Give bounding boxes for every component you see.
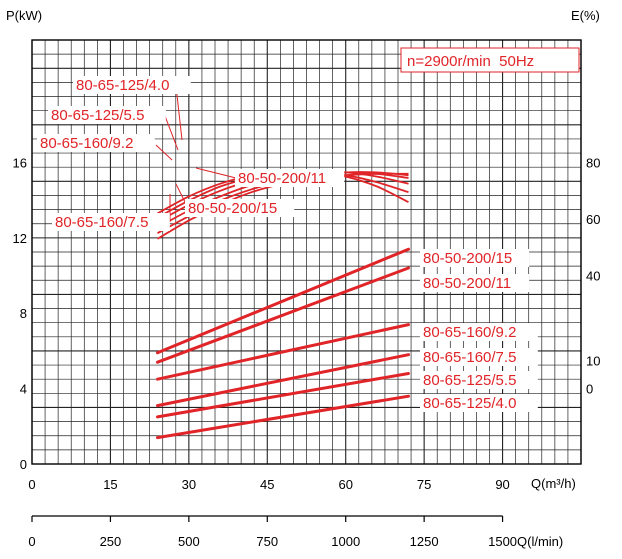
axes: 0 15 30 45 60 75 90 0 4 8 12 16 0 10 40 60 80 0 250 500 750 1… — [13, 155, 601, 549]
y-right-tick-label: 10 — [586, 353, 600, 368]
power-curve — [156, 394, 410, 440]
y-right-tick-label: 60 — [586, 212, 600, 227]
x2-axis-label: Q(l/min) — [517, 534, 563, 549]
curve-label-bg — [185, 199, 295, 217]
y-left-axis-label: P(kW) — [6, 8, 42, 23]
speed-frequency-annotation: n=2900r/min 50Hz — [407, 53, 534, 70]
power-curve — [156, 353, 410, 408]
curve-label-bg — [48, 106, 166, 124]
x2-tick-label: 0 — [28, 534, 35, 549]
x-tick-label: 60 — [338, 477, 352, 492]
curve-label-bg — [420, 274, 530, 292]
power-curve-label: 80-65-160/9.2 — [423, 324, 516, 341]
curve-label-bg — [73, 76, 191, 94]
annotation-box — [400, 47, 580, 73]
power-curve-label: 80-50-200/15 — [423, 250, 512, 267]
y-right-tick-label: 80 — [586, 155, 600, 170]
x2-tick-label: 1500 — [488, 534, 517, 549]
efficiency-curve-label: 80-50-200/15 — [188, 200, 277, 217]
x2-tick-label: 750 — [256, 534, 278, 549]
power-curve — [156, 323, 410, 381]
callout-leader — [195, 167, 237, 179]
power-curve — [156, 266, 410, 364]
curve-label-bg — [420, 394, 538, 412]
efficiency-curve-label: 80-65-160/7.5 — [55, 214, 148, 231]
x-tick-label: 0 — [28, 477, 35, 492]
curve-label-bg — [420, 249, 530, 267]
y-left-tick-label: 4 — [20, 382, 27, 397]
y-left-tick-label: 0 — [20, 457, 27, 472]
callout-leader — [164, 115, 179, 151]
y-left-tick-label: 16 — [13, 155, 27, 170]
curve-label-bg — [420, 348, 538, 366]
efficiency-curve-label: 80-65-125/4.0 — [76, 77, 169, 94]
callout-leader — [155, 144, 173, 161]
power-curve-label: 80-65-160/7.5 — [423, 349, 516, 366]
y-left-tick-label: 12 — [13, 231, 27, 246]
y-left-tick-label: 8 — [20, 306, 27, 321]
x2-tick-label: 500 — [178, 534, 200, 549]
x2-tick-label: 1000 — [331, 534, 360, 549]
x2-tick-label: 250 — [100, 534, 122, 549]
curve-labels: 80-50-200/15 80-50-200/11 80-65-160/9.2 80-… — [37, 76, 538, 412]
y-right-tick-label: 0 — [586, 382, 593, 397]
power-curve-label: 80-65-125/5.5 — [423, 372, 516, 389]
y-right-axis-label: E(%) — [571, 8, 600, 23]
efficiency-curve-label: 80-50-200/11 — [238, 170, 326, 187]
power-curves — [156, 247, 410, 440]
curve-label-bg — [235, 169, 345, 187]
power-curve-label: 80-50-200/11 — [423, 275, 511, 292]
x-tick-label: 90 — [495, 477, 509, 492]
efficiency-curve-label: 80-65-125/5.5 — [51, 107, 144, 124]
y-right-tick-label: 40 — [586, 269, 600, 284]
power-curve — [156, 247, 410, 355]
power-curve-label: 80-65-125/4.0 — [423, 395, 516, 412]
plot-frame — [31, 39, 582, 465]
x-tick-label: 75 — [417, 477, 431, 492]
x-axis-label: Q(m³/h) — [531, 476, 576, 491]
efficiency-curve-label: 80-65-160/9.2 — [40, 135, 133, 152]
curve-label-bg — [52, 213, 170, 231]
callout-leader — [175, 85, 183, 141]
x-tick-label: 45 — [260, 477, 274, 492]
curve-label-bg — [420, 323, 538, 341]
x2-tick-label: 1250 — [410, 534, 439, 549]
x-tick-label: 15 — [103, 477, 117, 492]
power-curve — [156, 372, 410, 419]
x-tick-label: 30 — [182, 477, 196, 492]
curve-label-bg — [420, 371, 538, 389]
curve-label-bg — [37, 134, 155, 152]
